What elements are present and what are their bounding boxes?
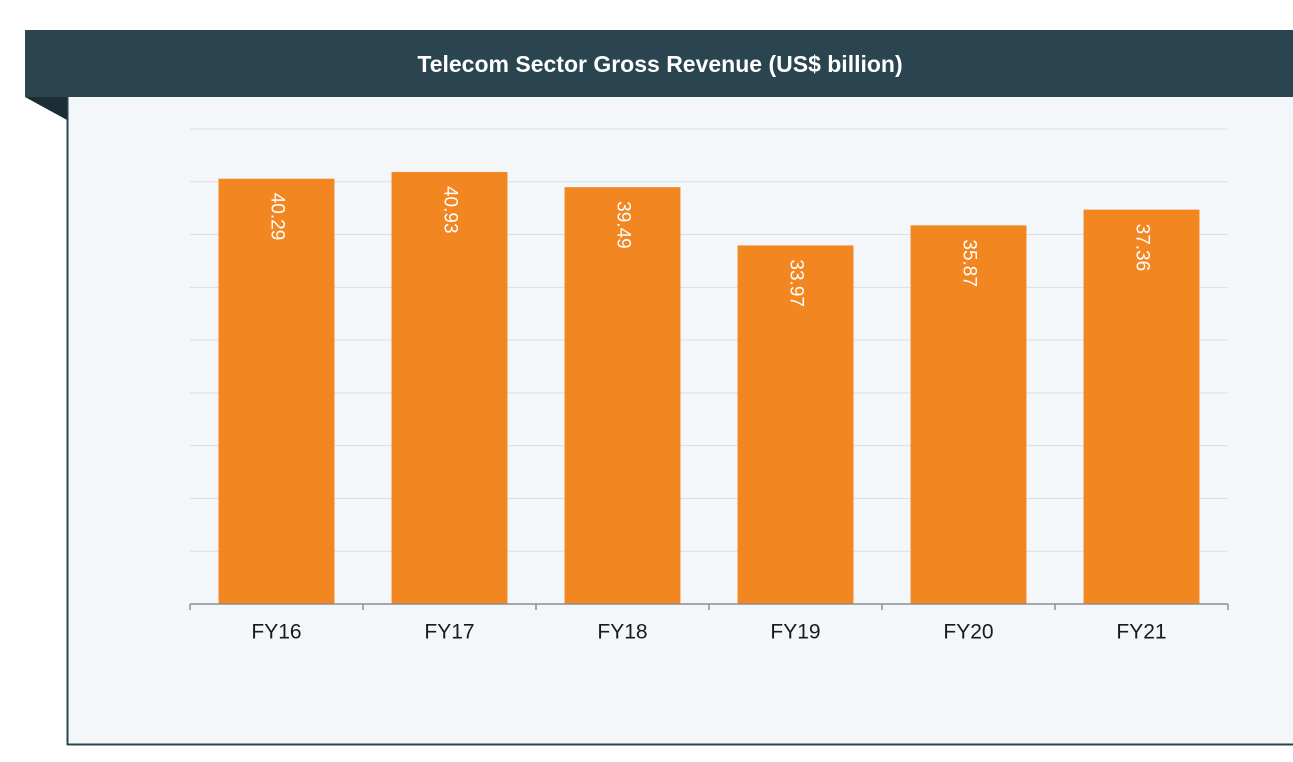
value-label: 39.49	[612, 201, 633, 249]
x-tick-label: FY20	[943, 621, 993, 644]
bar	[1083, 209, 1200, 604]
x-tick-label: FY19	[770, 621, 820, 644]
bar	[910, 225, 1027, 604]
value-label: 40.93	[439, 186, 460, 234]
value-label: 33.97	[785, 259, 806, 307]
bar	[218, 178, 335, 604]
header-fold	[25, 97, 67, 120]
x-tick-label: FY16	[251, 621, 301, 644]
x-tick-label: FY18	[597, 621, 647, 644]
bar	[737, 245, 854, 604]
bar	[564, 187, 681, 604]
value-label: 40.29	[266, 193, 287, 241]
value-label: 37.36	[1131, 224, 1152, 272]
x-tick-label: FY17	[424, 621, 474, 644]
x-tick-label: FY21	[1116, 621, 1166, 644]
bar	[391, 171, 508, 604]
header	[25, 30, 1293, 97]
chart-title: Telecom Sector Gross Revenue (US$ billio…	[417, 51, 902, 77]
value-label: 35.87	[958, 239, 979, 287]
